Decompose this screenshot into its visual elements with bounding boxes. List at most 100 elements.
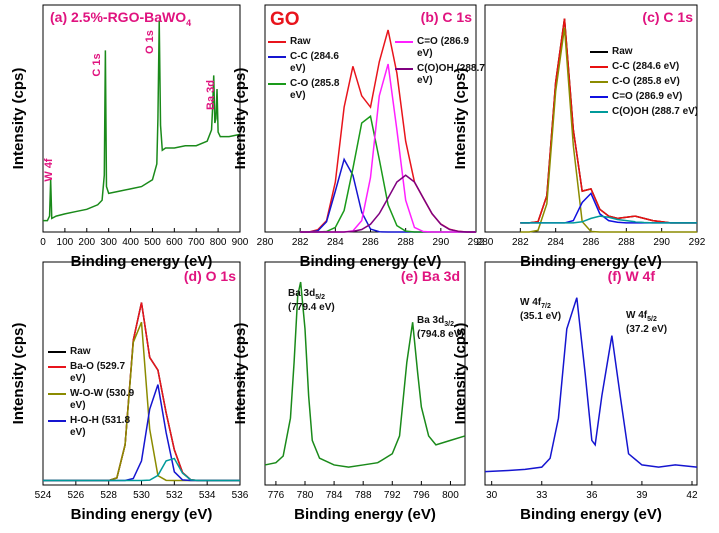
peak-name: W 4f [520,297,542,308]
legend-entry: C=O (286.9 eV) [590,91,712,103]
x-tick-label: 500 [144,237,161,248]
x-tick-label: 286 [583,237,600,248]
legend-entry: W-O-W (530.9 eV) [48,388,140,412]
x-tick-label: 290 [432,237,449,248]
peak-subscript: 5/2 [315,294,325,301]
x-tick-label: 900 [232,237,249,248]
spectrum-line [484,297,698,473]
title-text: (a) 2.5%-RGO-BaWO [50,9,186,25]
x-tick-label: 280 [477,237,494,248]
legend-label: H-O-H (531.8 eV) [70,415,131,438]
peak-name: W 4f [626,310,648,321]
legend-swatch [590,66,608,68]
x-tick-label: 282 [292,237,309,248]
x-tick-label: 100 [57,237,74,248]
panel-title: (a) 2.5%-RGO-BaWO4 [50,9,191,28]
legend-swatch [48,420,66,422]
x-tick-label: 530 [133,490,150,501]
peak-subscript: 5/2 [647,316,657,323]
x-tick-label: 288 [618,237,635,248]
legend-swatch [590,96,608,98]
spectrum-line [264,281,466,468]
title-text: (d) O 1s [184,268,236,284]
x-tick-label: 796 [413,490,430,501]
x-tick-label: 288 [397,237,414,248]
title-text: (f) W 4f [608,268,656,284]
legend-entry: C-C (284.6 eV) [268,51,352,75]
x-tick-label: 788 [355,490,372,501]
peak-energy: (779.4 eV) [288,302,335,313]
x-axis-label: Binding energy (eV) [294,506,436,523]
legend-entry: Raw [268,36,352,48]
x-tick-label: 39 [636,490,648,501]
legend-label: C=O (286.9 eV) [417,36,469,59]
peak-label: C 1s [91,53,103,76]
x-tick-label: 200 [78,237,95,248]
x-tick-label: 286 [362,237,379,248]
legend-label: C=O (286.9 eV) [612,91,683,102]
legend-label: Ba-O (529.7 eV) [70,361,126,384]
x-tick-label: 300 [100,237,117,248]
legend-label: C(O)OH (288.7 eV) [612,106,699,117]
legend-swatch [590,51,608,53]
legend-entry: C-O (285.8 eV) [590,76,712,88]
x-tick-label: 700 [188,237,205,248]
legend-swatch [48,366,66,368]
peak-energy: (37.2 eV) [626,324,667,335]
peak-name: Ba 3d [288,288,315,299]
legend-entry: C=O (286.9 eV) [395,36,487,60]
x-tick-label: 800 [442,490,459,501]
legend-label: C-O (285.8 eV) [612,76,680,87]
x-tick-label: 284 [547,237,564,248]
x-tick-label: 536 [232,490,249,501]
plot-frame [484,261,698,486]
legend: Raw C-C (284.6 eV) C-O (285.8 eV) C=O (286.… [590,46,712,121]
x-tick-label: 36 [586,490,598,501]
peak-label: W 4f [43,158,55,182]
x-tick-label: 800 [210,237,227,248]
panel-title: (b) C 1s [421,9,473,25]
legend-swatch [268,41,286,43]
x-tick-label: 780 [297,490,314,501]
peak-label: W 4f7/2 [520,297,551,310]
title-subscript: 4 [186,18,191,28]
y-axis-label: Intensity (cps) [452,68,469,170]
y-axis-label: Intensity (cps) [10,68,27,170]
panel-title: (f) W 4f [608,268,656,284]
x-tick-label: 534 [199,490,216,501]
legend-swatch [48,393,66,395]
plot-frame [264,261,466,486]
spectrum-line [520,215,697,224]
peak-subscript: 7/2 [541,303,551,310]
spectrum-line [520,27,697,233]
x-tick-label: 280 [257,237,274,248]
legend-entry: C(O)OH (288.7 eV) [590,106,712,118]
x-tick-label: 532 [166,490,183,501]
panel-title: (c) C 1s [642,9,693,25]
legend-entry: H-O-H (531.8 eV) [48,415,140,439]
panel-title: (d) O 1s [184,268,236,284]
x-tick-label: 0 [40,237,46,248]
spectrum-line [300,157,476,233]
peak-label: Ba 3d5/2 [288,288,325,301]
peak-label: Ba 3d [205,80,217,110]
legend-label: Raw [70,346,91,357]
title-text: (b) C 1s [421,9,473,25]
x-tick-label: 292 [468,237,485,248]
legend: Raw Ba-O (529.7 eV) W-O-W (530.9 eV) H-O-H … [48,346,140,442]
x-tick-label: 292 [689,237,706,248]
x-tick-label: 524 [35,490,52,501]
x-tick-label: 282 [512,237,529,248]
x-tick-label: 784 [326,490,343,501]
panel-title: (e) Ba 3d [401,268,460,284]
y-axis-label: Intensity (cps) [10,323,27,425]
peak-label: Ba 3d3/2 [417,315,454,328]
peak-name: Ba 3d [417,315,444,326]
legend-entry: C(O)OH (288.7 eV) [395,63,487,87]
y-axis-label: Intensity (cps) [452,323,469,425]
spectrum-line [300,174,476,233]
legend-entry: C-O (285.8 eV) [268,78,352,102]
legend-label: C-C (284.6 eV) [290,51,339,74]
legend-label: C-C (284.6 eV) [612,61,680,72]
